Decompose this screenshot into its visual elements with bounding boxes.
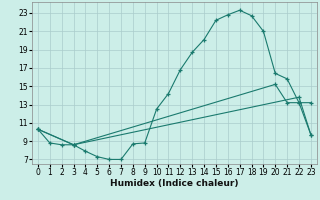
X-axis label: Humidex (Indice chaleur): Humidex (Indice chaleur) — [110, 179, 239, 188]
